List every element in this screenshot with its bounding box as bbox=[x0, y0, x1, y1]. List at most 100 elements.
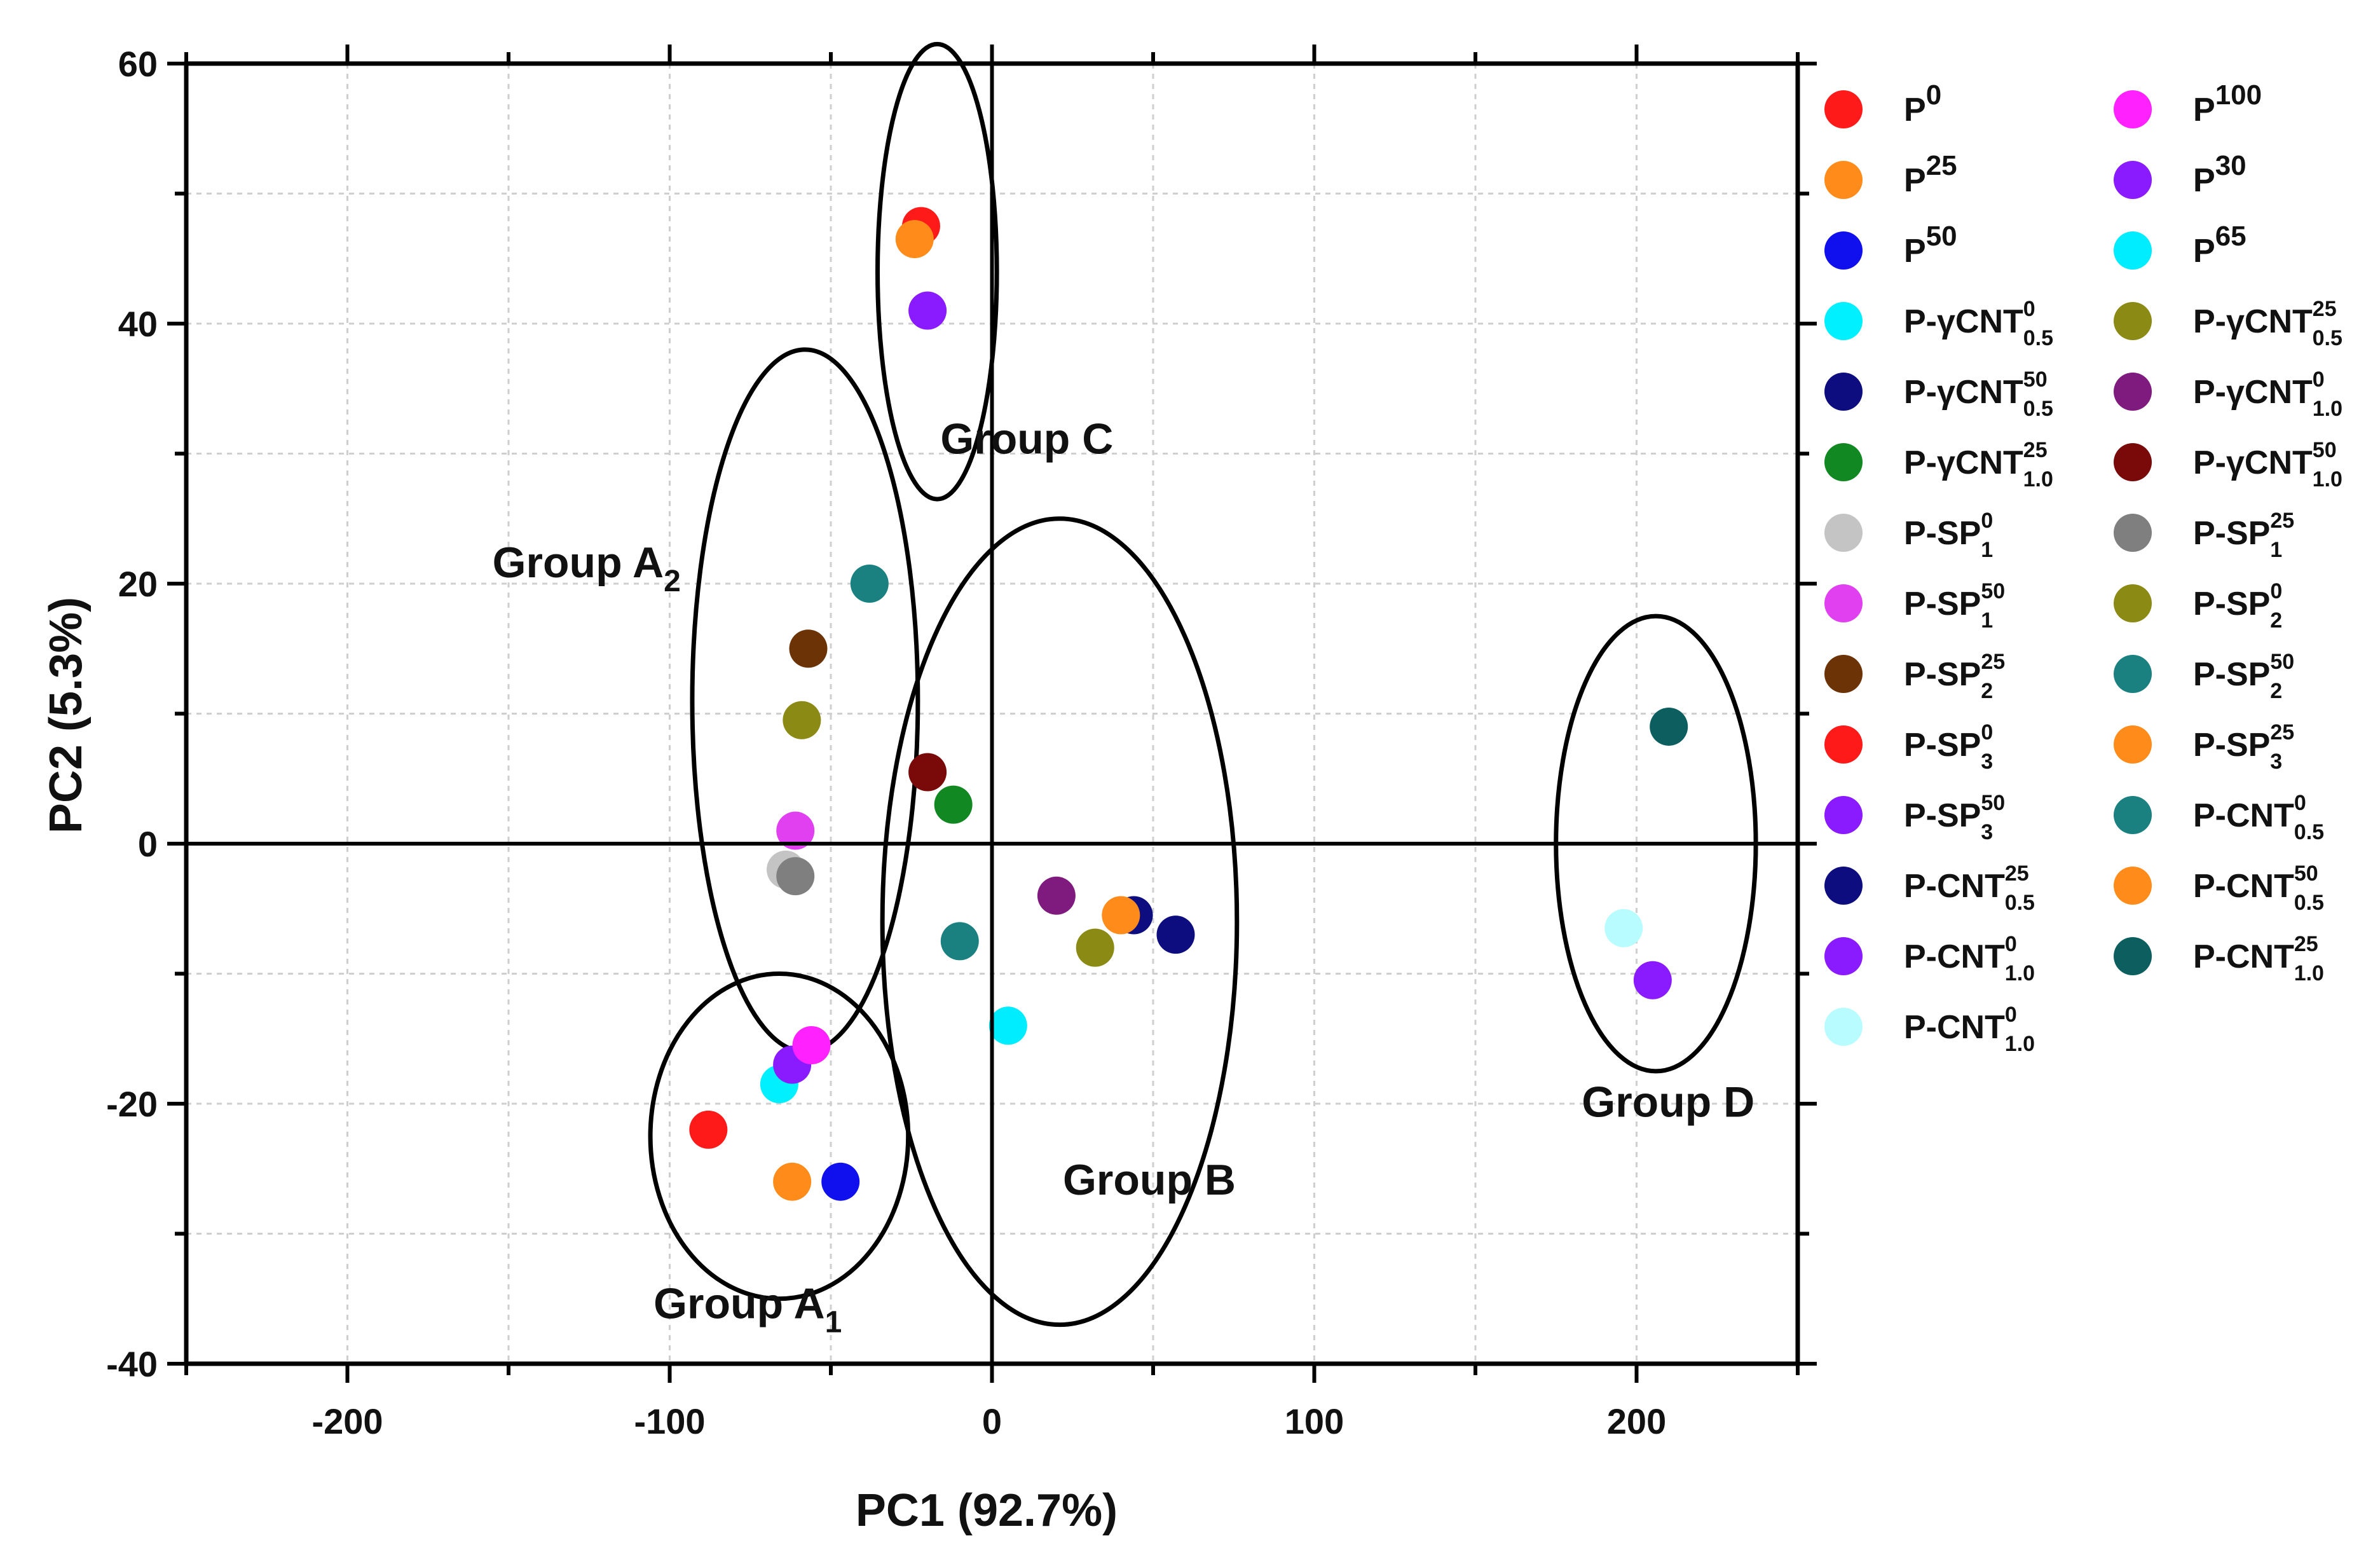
y-tick-label: 40 bbox=[118, 304, 158, 344]
group-label-text: Group C bbox=[940, 415, 1113, 463]
data-point bbox=[792, 1026, 831, 1064]
y-tick-label: -40 bbox=[106, 1344, 158, 1384]
legend-label-base: P bbox=[1904, 162, 1926, 199]
legend-label-subscript: 3 bbox=[1981, 750, 1993, 774]
group-ellipses bbox=[648, 41, 1758, 1327]
legend-label: P-CNT0 1.0 bbox=[1904, 932, 2035, 985]
legend-label-base: P-SP bbox=[2193, 656, 2270, 693]
legend-marker bbox=[1824, 302, 1863, 340]
group-label: Group B bbox=[1063, 1156, 1236, 1204]
legend-label-superscript: 50 bbox=[2270, 650, 2294, 674]
legend-label-subscript: 2 bbox=[2270, 608, 2282, 633]
data-point bbox=[1102, 896, 1140, 935]
legend-label-base: P bbox=[2193, 92, 2215, 128]
legend-label-base: P-γCNT bbox=[1904, 444, 2023, 481]
legend-marker bbox=[1824, 231, 1863, 270]
legend-label: P25 bbox=[1904, 150, 1957, 199]
legend-label-base: P-γCNT bbox=[2193, 374, 2313, 411]
x-tick-label: -100 bbox=[634, 1401, 705, 1441]
legend-label-base: P-SP bbox=[1904, 797, 1981, 834]
legend-marker bbox=[2114, 90, 2152, 128]
legend-label-subscript: 2 bbox=[1981, 679, 1993, 703]
group-label: Group D bbox=[1582, 1078, 1754, 1126]
legend-label-subscript: 0.5 bbox=[2005, 891, 2035, 915]
y-axis-title: PC2 (5.3%) bbox=[41, 597, 92, 833]
legend-label-subscript: 1.0 bbox=[2294, 961, 2324, 985]
legend-label: P-γCNT25 0.5 bbox=[2193, 297, 2342, 350]
legend-label-base: P-CNT bbox=[2193, 938, 2294, 975]
legend-label-subscript: 1.0 bbox=[2313, 397, 2342, 421]
legend-label-base: P-γCNT bbox=[1904, 303, 2023, 340]
legend-label: P-CNT25 0.5 bbox=[1904, 861, 2035, 915]
data-point bbox=[895, 220, 934, 259]
legend-label-base: P bbox=[1904, 233, 1926, 270]
legend-marker bbox=[2114, 584, 2152, 622]
data-point bbox=[988, 1006, 1027, 1045]
legend-label-base: P-CNT bbox=[1904, 868, 2005, 905]
legend-marker bbox=[1824, 796, 1863, 834]
legend-label-superscript: 25 bbox=[1981, 650, 2005, 674]
x-tick-label: 200 bbox=[1607, 1401, 1666, 1441]
legend-marker bbox=[1824, 867, 1863, 905]
legend-label-subscript: 1 bbox=[1981, 538, 1993, 562]
legend-label: P50 bbox=[1904, 221, 1957, 270]
legend-label-subscript: 1.0 bbox=[2005, 1032, 2035, 1056]
legend-label: P-CNT50 0.5 bbox=[2193, 861, 2324, 915]
data-point bbox=[940, 922, 979, 961]
legend-label: P30 bbox=[2193, 150, 2247, 199]
legend-label-base: P bbox=[2193, 233, 2215, 270]
legend-label-base: P-SP bbox=[1904, 727, 1981, 764]
legend-label-superscript: 25 bbox=[2270, 509, 2294, 533]
legend-label-superscript: 65 bbox=[2215, 221, 2247, 252]
data-point bbox=[1650, 707, 1688, 746]
legend-label: P-γCNT50 0.5 bbox=[1904, 367, 2053, 421]
x-tick-label: 0 bbox=[982, 1401, 1002, 1441]
legend-marker bbox=[1824, 937, 1863, 975]
legend-label-superscript: 50 bbox=[2313, 438, 2337, 462]
legend-label-superscript: 25 bbox=[1926, 150, 1957, 181]
data-point bbox=[908, 753, 947, 792]
group-ellipse bbox=[875, 41, 999, 502]
data-point bbox=[1076, 928, 1114, 967]
legend-label-base: P-γCNT bbox=[2193, 444, 2313, 481]
legend-label-subscript: 1 bbox=[2270, 538, 2282, 562]
x-axis-title: PC1 (92.7%) bbox=[856, 1485, 1118, 1536]
legend-label-base: P-CNT bbox=[1904, 1009, 2005, 1046]
legend-label: P-SP25 3 bbox=[2193, 720, 2294, 774]
legend-label: P-CNT0 1.0 bbox=[1904, 1003, 2035, 1056]
legend-label-base: P-γCNT bbox=[1904, 374, 2023, 411]
legend-marker bbox=[2114, 937, 2152, 975]
legend-marker bbox=[1824, 161, 1863, 199]
legend-label-superscript: 50 bbox=[1981, 791, 2005, 815]
legend-label-base: P-SP bbox=[1904, 586, 1981, 622]
data-point bbox=[1633, 961, 1672, 999]
legend-label: P-CNT0 0.5 bbox=[2193, 791, 2324, 844]
legend-marker bbox=[2114, 725, 2152, 764]
legend-marker bbox=[1824, 373, 1863, 411]
legend-label-base: P-SP bbox=[2193, 515, 2270, 552]
legend-label-subscript: 2 bbox=[2270, 679, 2282, 703]
group-ellipse bbox=[880, 516, 1240, 1327]
legend-label-subscript: 0.5 bbox=[2023, 326, 2053, 350]
data-points bbox=[689, 207, 1688, 1201]
legend-marker bbox=[1824, 655, 1863, 693]
group-ellipse bbox=[648, 971, 911, 1301]
legend-label-subscript: 3 bbox=[2270, 750, 2282, 774]
data-point bbox=[821, 1162, 860, 1201]
legend-label-superscript: 0 bbox=[2005, 932, 2017, 956]
x-tick-label: 100 bbox=[1285, 1401, 1344, 1441]
data-point bbox=[783, 701, 821, 739]
legend-label-subscript: 0.5 bbox=[2313, 326, 2342, 350]
legend-label-base: P-SP bbox=[2193, 586, 2270, 622]
legend-label: P-γCNT50 1.0 bbox=[2193, 438, 2342, 491]
legend-label-base: P-CNT bbox=[2193, 797, 2294, 834]
legend-label: P-SP50 3 bbox=[1904, 791, 2005, 844]
legend-label: P-γCNT0 0.5 bbox=[1904, 297, 2053, 350]
y-tick-label: 60 bbox=[118, 44, 158, 84]
legend-label-base: P-SP bbox=[1904, 656, 1981, 693]
legend-label-base: P-SP bbox=[1904, 515, 1981, 552]
legend-label-subscript: 1 bbox=[1981, 608, 1993, 633]
data-point bbox=[689, 1110, 728, 1149]
